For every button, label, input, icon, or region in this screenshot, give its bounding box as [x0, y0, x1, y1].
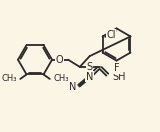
Text: N: N: [86, 72, 93, 82]
Text: SH: SH: [112, 72, 126, 82]
Text: CH₃: CH₃: [53, 74, 69, 83]
Text: F: F: [114, 63, 119, 73]
Text: N: N: [69, 82, 76, 93]
Text: CH₃: CH₃: [1, 74, 17, 83]
Text: O: O: [55, 55, 63, 65]
Text: Cl: Cl: [106, 30, 116, 40]
Text: S: S: [87, 62, 93, 72]
